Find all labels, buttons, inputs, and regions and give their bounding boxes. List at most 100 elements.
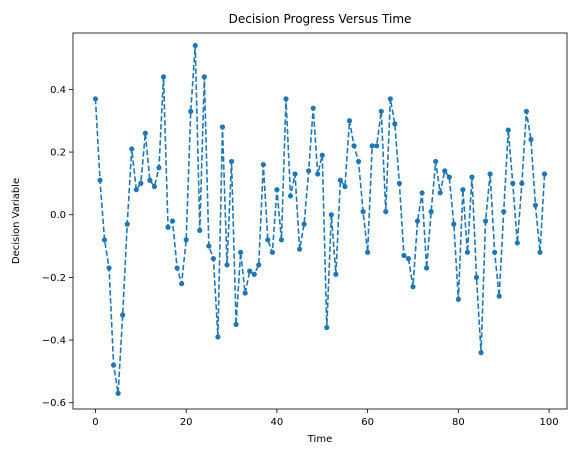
y-axis: −0.6 −0.4 −0.2 0.0 0.2 0.4: [42, 85, 73, 409]
y-tick-label: −0.2: [42, 273, 66, 284]
data-point: [514, 240, 520, 246]
data-point: [523, 108, 530, 114]
data-point: [378, 108, 384, 114]
data-point: [392, 121, 398, 127]
data-point: [192, 42, 198, 49]
data-point: [369, 143, 375, 149]
data-point: [233, 321, 239, 327]
data-point: [120, 312, 126, 318]
data-point: [532, 202, 539, 208]
data-point: [405, 256, 412, 262]
data-point: [351, 143, 357, 149]
data-point: [138, 180, 144, 186]
data-point: [301, 221, 307, 227]
data-point: [274, 187, 280, 193]
data-point: [387, 96, 393, 102]
data-point: [179, 281, 185, 287]
data-point: [92, 96, 99, 102]
data-point: [224, 262, 230, 268]
data-point: [142, 130, 148, 136]
data-point: [183, 237, 189, 243]
x-tick-label: 40: [271, 417, 284, 428]
y-tick-label: 0.2: [50, 148, 66, 159]
data-point: [541, 171, 548, 177]
data-point: [156, 165, 162, 171]
data-point: [260, 162, 266, 168]
data-point: [206, 243, 212, 249]
data-point: [446, 174, 452, 180]
data-point: [473, 274, 480, 280]
y-tick-label: 0.4: [50, 85, 66, 96]
data-point: [124, 221, 130, 227]
y-tick-label: −0.6: [42, 398, 66, 409]
data-point: [306, 168, 312, 174]
data-point: [101, 237, 108, 243]
data-point: [228, 158, 235, 165]
data-point: [151, 183, 158, 190]
data-point: [355, 158, 362, 165]
data-point: [287, 193, 294, 199]
data-point: [197, 227, 203, 233]
y-tick-label: 0.0: [50, 210, 66, 221]
data-point: [133, 187, 139, 193]
data-point: [424, 265, 430, 271]
data-point: [487, 171, 493, 177]
x-axis: 0 20 40 60 80 100: [92, 409, 559, 428]
data-point: [315, 171, 321, 177]
data-point: [219, 124, 226, 130]
data-point: [496, 293, 502, 299]
data-point: [165, 224, 171, 230]
data-point: [174, 265, 180, 271]
data-point: [201, 74, 207, 80]
data-point: [396, 180, 402, 186]
data-point: [292, 171, 298, 177]
data-point: [97, 177, 103, 183]
data-point: [247, 268, 253, 274]
data-point: [505, 127, 511, 133]
data-point: [365, 249, 371, 255]
data-point: [188, 108, 194, 114]
data-point: [451, 221, 457, 227]
chart-title: Decision Progress Versus Time: [229, 12, 412, 26]
y-tick-label: −0.4: [42, 336, 66, 347]
data-point: [169, 218, 176, 224]
data-point: [437, 190, 443, 196]
data-point: [419, 190, 425, 196]
data-point: [374, 143, 380, 149]
data-point: [106, 265, 112, 271]
data-point: [242, 290, 248, 296]
data-point: [269, 249, 275, 255]
data-point: [160, 74, 167, 80]
data-point: [464, 249, 471, 255]
data-point: [310, 105, 316, 111]
data-point: [265, 237, 271, 243]
data-point: [433, 158, 439, 165]
y-axis-label: Decision Variable: [11, 178, 22, 264]
data-point: [478, 350, 484, 356]
data-point: [428, 209, 434, 215]
x-tick-label: 0: [92, 417, 98, 428]
data-point: [482, 218, 489, 224]
data-point: [510, 180, 516, 186]
data-point: [115, 390, 121, 396]
plot-frame: [72, 32, 568, 410]
data-point: [460, 187, 466, 193]
series-layer: [92, 42, 548, 396]
x-tick-label: 80: [452, 417, 465, 428]
x-tick-label: 60: [361, 417, 374, 428]
data-point: [328, 212, 334, 218]
data-point: [238, 249, 244, 255]
data-point: [129, 146, 135, 152]
data-point: [324, 324, 330, 331]
data-point: [342, 183, 348, 190]
data-point: [333, 271, 339, 277]
data-point: [442, 168, 448, 174]
x-tick-label: 20: [180, 417, 193, 428]
x-tick-label: 100: [540, 417, 559, 428]
data-point: [215, 334, 221, 340]
data-point: [278, 237, 285, 243]
data-point: [469, 174, 475, 180]
series-line: [94, 44, 546, 395]
